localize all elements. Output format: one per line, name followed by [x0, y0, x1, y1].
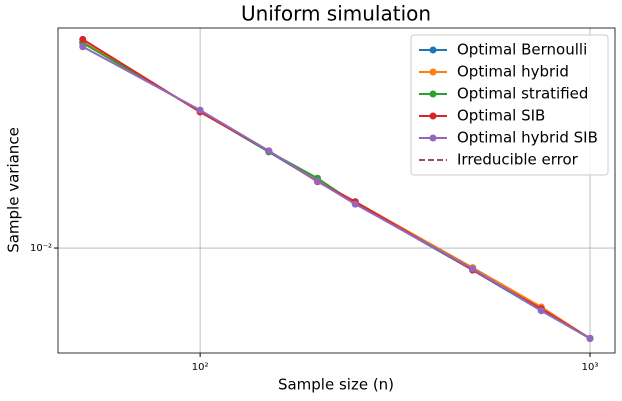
legend-marker — [429, 134, 437, 142]
y-tick-label: 10⁻² — [30, 243, 52, 254]
point — [351, 200, 359, 208]
point — [79, 43, 87, 51]
legend-marker — [429, 90, 437, 98]
series-line — [82, 45, 591, 340]
point — [537, 307, 545, 315]
point — [265, 147, 273, 155]
plot-frame — [57, 27, 616, 354]
point — [79, 35, 87, 43]
legend-marker — [429, 112, 437, 120]
legend-label: Optimal hybrid — [457, 63, 569, 81]
legend-label: Optimal Bernoulli — [457, 41, 587, 59]
y-axis-label: Sample variance — [5, 127, 23, 253]
point — [469, 265, 477, 273]
legend-label: Optimal hybrid SIB — [457, 129, 598, 147]
point — [586, 334, 594, 342]
legend-label: Optimal stratified — [457, 85, 588, 103]
legend-marker — [429, 46, 437, 54]
legend-label: Optimal SIB — [457, 107, 545, 125]
x-tick-label: 10³ — [582, 362, 599, 373]
point — [196, 106, 204, 114]
legend-box — [410, 34, 609, 176]
legend-label: Irreducible error — [457, 151, 579, 169]
x-axis-label: Sample size (n) — [278, 376, 394, 394]
x-tick-label: 10² — [192, 362, 209, 373]
point — [313, 177, 321, 185]
chart-title: Uniform simulation — [241, 2, 431, 26]
legend-marker — [429, 68, 437, 76]
